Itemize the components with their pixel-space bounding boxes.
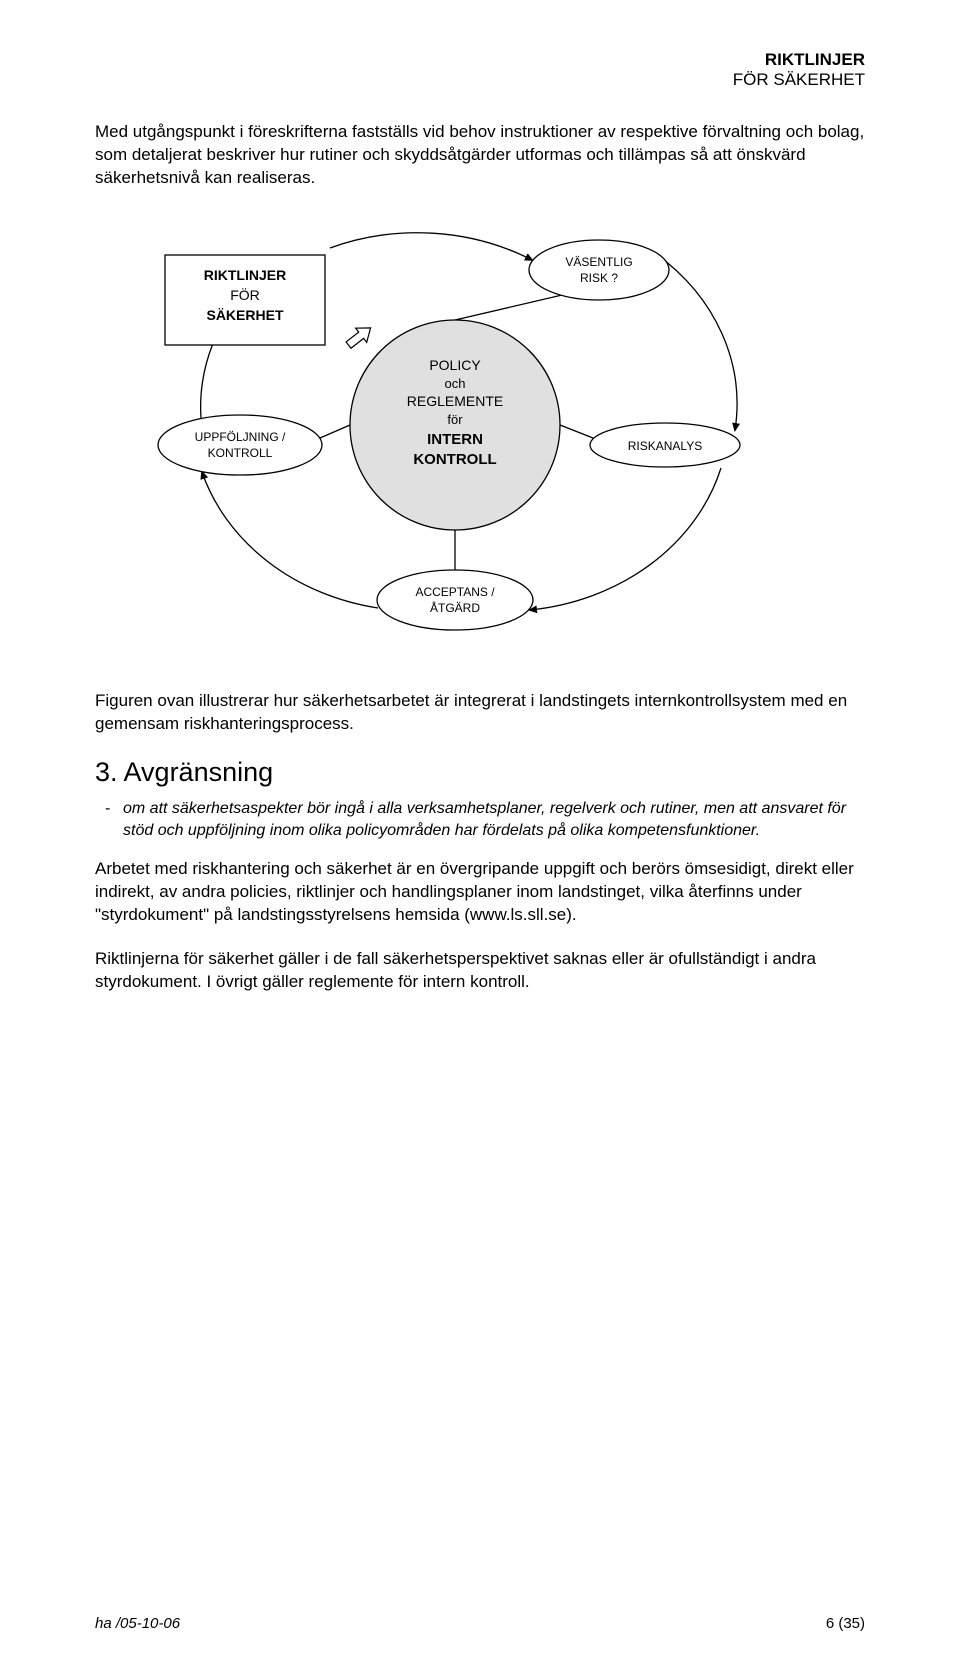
header-subtitle: FÖR SÄKERHET bbox=[95, 70, 865, 90]
left-line1: UPPFÖLJNING / bbox=[195, 430, 286, 444]
page-footer: ha /05-10-06 6 (35) bbox=[95, 1615, 865, 1632]
top-line2: RISK ? bbox=[580, 271, 618, 285]
footer-left: ha /05-10-06 bbox=[95, 1615, 180, 1632]
top-line1: VÄSENTLIG bbox=[565, 255, 632, 269]
center-line-policy: POLICY bbox=[429, 357, 481, 373]
center-line-och: och bbox=[445, 376, 466, 391]
bottom-ellipse bbox=[377, 570, 533, 630]
section-3-bullets: om att säkerhetsaspekter bör ingå i alla… bbox=[95, 798, 865, 841]
page-header: RIKTLINJER FÖR SÄKERHET bbox=[95, 50, 865, 91]
bottom-line1: ACCEPTANS / bbox=[415, 585, 495, 599]
right-line1: RISKANALYS bbox=[628, 439, 702, 453]
rect-line3: SÄKERHET bbox=[206, 307, 283, 323]
intro-paragraph: Med utgångspunkt i föreskrifterna fastst… bbox=[95, 121, 865, 190]
rect-line1: RIKTLINJER bbox=[204, 267, 286, 283]
top-ellipse bbox=[529, 240, 669, 300]
left-ellipse bbox=[158, 415, 322, 475]
block-arrow-icon bbox=[343, 320, 376, 351]
section-3-para-2: Riktlinjerna för säkerhet gäller i de fa… bbox=[95, 948, 865, 994]
section-3-para-1: Arbetet med riskhantering och säkerhet ä… bbox=[95, 858, 865, 927]
left-line2: KONTROLL bbox=[208, 446, 273, 460]
diagram-svg: POLICY och REGLEMENTE för INTERN KONTROL… bbox=[135, 220, 775, 650]
bottom-line2: ÅTGÄRD bbox=[430, 600, 480, 615]
header-title: RIKTLINJER bbox=[95, 50, 865, 70]
bullet-item: om att säkerhetsaspekter bör ingå i alla… bbox=[95, 798, 865, 841]
caption-paragraph: Figuren ovan illustrerar hur säkerhetsar… bbox=[95, 690, 865, 736]
center-line-for: för bbox=[447, 412, 463, 427]
section-3-title: 3. Avgränsning bbox=[95, 757, 865, 788]
footer-right: 6 (35) bbox=[826, 1615, 865, 1632]
internal-control-diagram: POLICY och REGLEMENTE för INTERN KONTROL… bbox=[135, 220, 775, 650]
center-line-intern: INTERN bbox=[427, 431, 483, 448]
center-line-reglemente: REGLEMENTE bbox=[407, 393, 503, 409]
rect-line2: FÖR bbox=[230, 286, 260, 303]
center-line-kontroll: KONTROLL bbox=[413, 451, 496, 468]
